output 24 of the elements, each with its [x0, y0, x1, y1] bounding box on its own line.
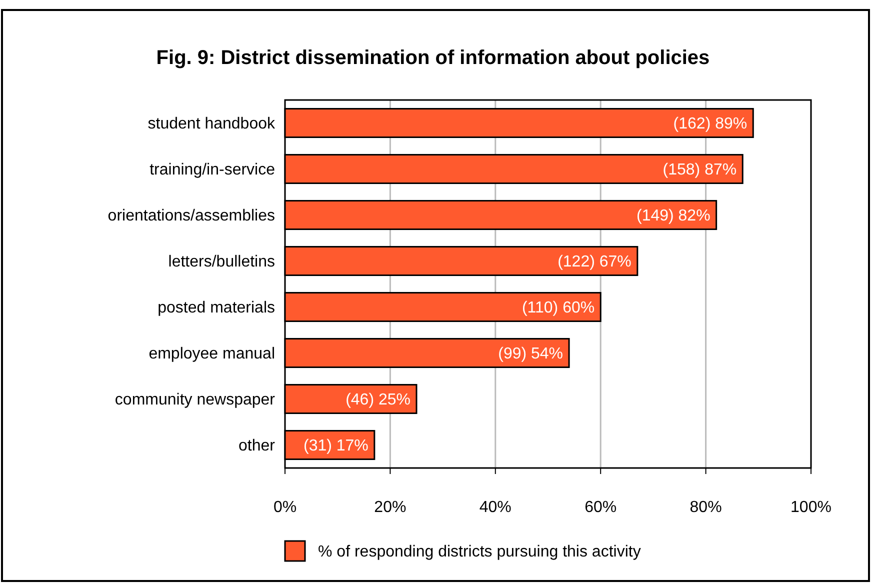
- data-label: (158) 87%: [662, 162, 737, 179]
- data-label: (31) 17%: [304, 438, 368, 455]
- data-label: (122) 67%: [558, 254, 632, 271]
- data-label: (110) 60%: [522, 300, 595, 317]
- y-tick-label: other: [238, 438, 276, 455]
- x-tick-label: 40%: [479, 499, 512, 516]
- x-tick-label: 80%: [690, 499, 722, 516]
- data-label: (149) 82%: [636, 208, 710, 225]
- x-tick-label: 100%: [790, 499, 832, 516]
- legend-label: % of responding districts pursuing this activity: [318, 544, 641, 561]
- y-tick-label: community newspaper: [114, 392, 276, 409]
- x-tick-label: 60%: [584, 499, 617, 516]
- y-tick-label: employee manual: [148, 346, 275, 363]
- x-tick-label: 20%: [374, 499, 406, 516]
- data-label: (99) 54%: [498, 346, 564, 363]
- y-tick-label: training/in-service: [150, 162, 276, 179]
- data-label: (46) 25%: [346, 392, 410, 409]
- y-tick-label: letters/bulletins: [168, 254, 275, 271]
- x-tick-label: 0%: [273, 499, 297, 516]
- y-tick-label: orientations/assemblies: [108, 208, 275, 225]
- y-tick-label: student handbook: [148, 116, 276, 133]
- chart-title: Fig. 9: District dissemination of information about policies: [156, 47, 710, 69]
- y-tick-label: posted materials: [158, 300, 275, 317]
- data-label: (162) 89%: [673, 116, 748, 133]
